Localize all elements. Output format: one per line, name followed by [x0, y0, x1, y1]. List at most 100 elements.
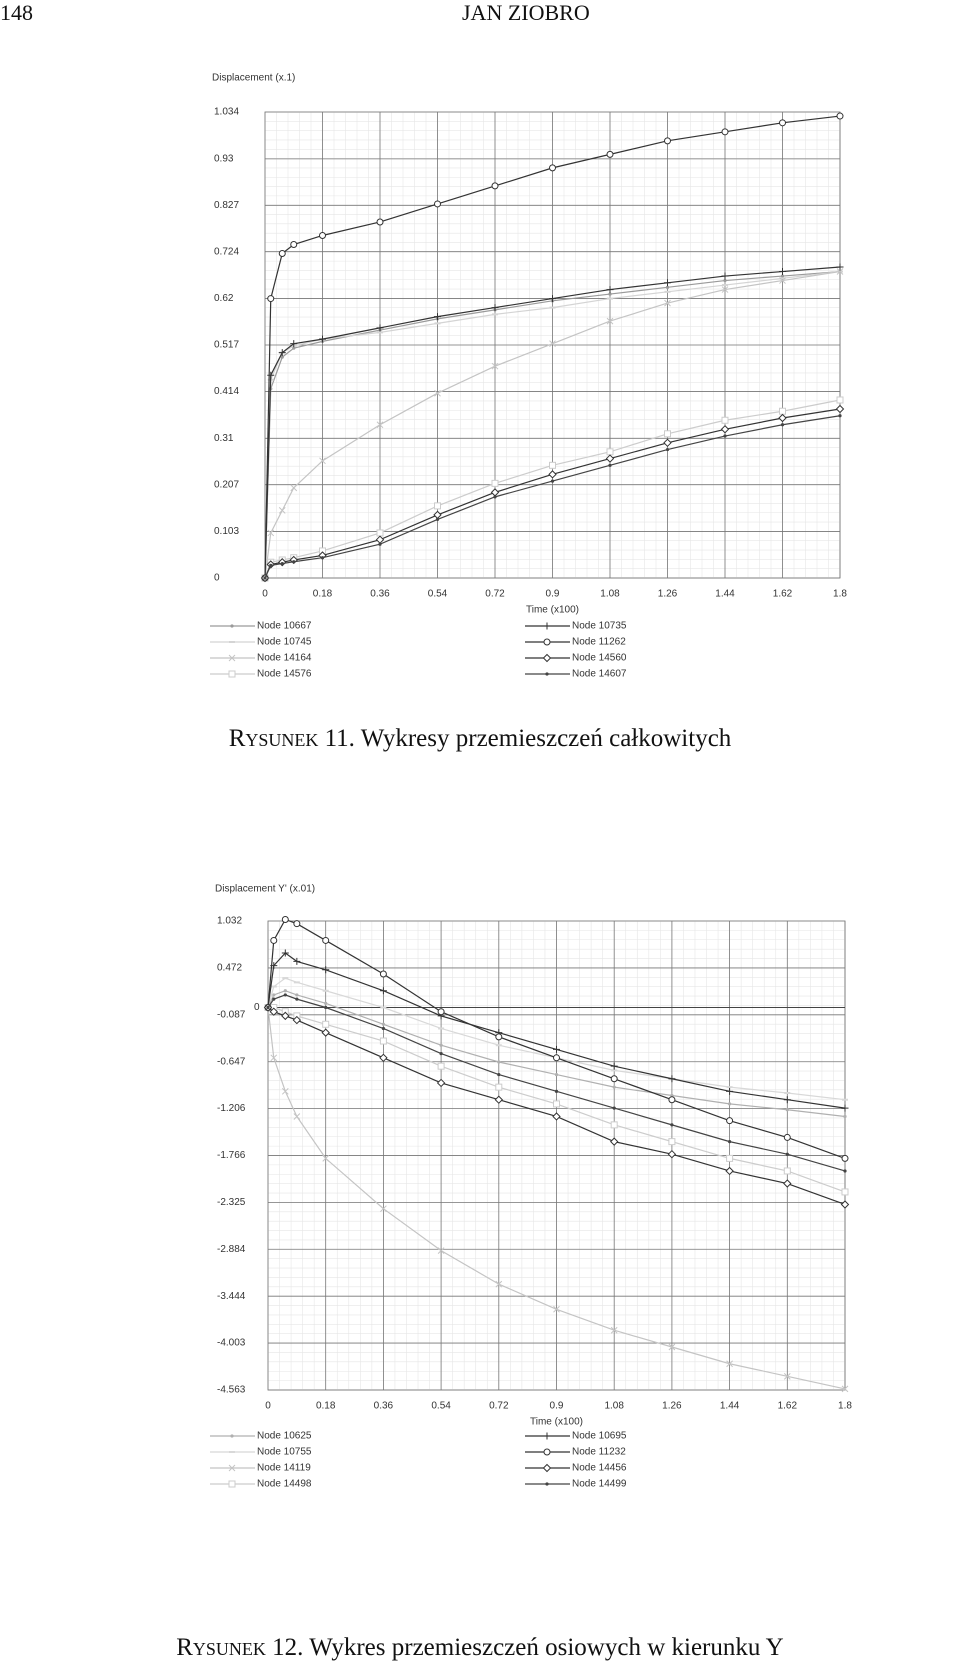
y-tick-label: 0.724 [214, 246, 239, 257]
x-tick-label: 0.72 [489, 1401, 509, 1412]
x-tick-label: 1.62 [778, 1401, 798, 1412]
marker [667, 1149, 677, 1159]
x-tick-label: 1.26 [662, 1401, 682, 1412]
origin-label: 0 [254, 1002, 260, 1013]
marker [723, 434, 727, 438]
marker [290, 484, 298, 492]
marker [663, 438, 672, 448]
y-axis-label: Displacement (x.1) [212, 73, 295, 84]
marker [664, 299, 671, 307]
marker [840, 1200, 850, 1209]
marker [380, 1205, 387, 1213]
legend-label: Node 10667 [257, 621, 312, 632]
y-tick-label: 1.034 [214, 107, 239, 118]
marker [281, 915, 289, 923]
x-tick-label: 0.9 [550, 1401, 564, 1412]
marker [267, 529, 275, 537]
marker [293, 957, 301, 965]
caption-text: Wykresy przemieszczeń całkowitych [360, 725, 732, 752]
marker [728, 1102, 732, 1106]
y-tick-label: 1.032 [217, 916, 242, 927]
marker [272, 993, 276, 997]
running-title: JAN ZIOBRO [462, 0, 590, 25]
legend-label: Node 10625 [257, 1431, 312, 1442]
marker [376, 421, 384, 429]
marker [668, 1075, 676, 1083]
marker [322, 1155, 330, 1162]
marker [783, 1372, 791, 1380]
marker [606, 150, 614, 158]
marker [779, 277, 786, 284]
marker [553, 1305, 560, 1313]
marker [376, 324, 384, 332]
marker [379, 1053, 388, 1063]
marker [322, 966, 330, 974]
caption: Rysunek 12. Wykres przemieszczeń osiowyc… [0, 1634, 960, 1662]
legend-marker [228, 670, 236, 678]
marker [779, 268, 786, 276]
series-line [267, 990, 846, 1118]
marker [278, 507, 286, 514]
y-tick-label: 0.414 [214, 386, 239, 397]
marker [836, 268, 844, 275]
marker [495, 1033, 503, 1041]
marker [550, 479, 555, 483]
legend-marker [543, 1448, 551, 1456]
marker [610, 1326, 618, 1334]
legend-marker [230, 1434, 234, 1438]
marker [493, 495, 497, 499]
y-tick-label: -4.563 [217, 1385, 246, 1396]
marker [295, 997, 299, 1001]
legend-label: Node 10745 [257, 637, 312, 648]
marker [281, 949, 289, 957]
legend-label: Node 14499 [572, 1479, 627, 1490]
marker [322, 1020, 330, 1028]
series-line [267, 994, 846, 1172]
legend-label: Node 14560 [572, 653, 627, 664]
caption-label: Rysunek 11. [228, 725, 355, 752]
marker [553, 1045, 560, 1053]
marker [665, 285, 670, 289]
legend-label: Node 14164 [257, 653, 312, 664]
marker [319, 335, 326, 343]
marker [378, 542, 382, 546]
marker [841, 1385, 849, 1393]
legend-label: Node 14607 [572, 669, 627, 680]
legend-marker [543, 1432, 551, 1440]
marker [726, 1117, 734, 1125]
series-line [264, 270, 841, 579]
marker [606, 317, 614, 325]
marker [376, 218, 384, 226]
marker [783, 1167, 791, 1175]
legend-label: Node 14576 [257, 669, 312, 680]
marker [434, 502, 441, 510]
legend-marker [543, 622, 551, 630]
marker [721, 128, 729, 136]
marker [783, 1133, 791, 1141]
y-tick-label: 0.827 [214, 200, 239, 211]
marker [608, 292, 612, 296]
legend-marker [542, 653, 552, 663]
marker [665, 447, 670, 452]
marker [668, 1138, 676, 1146]
marker [437, 1247, 445, 1254]
marker [280, 561, 284, 566]
marker [610, 1075, 618, 1083]
legend-marker [545, 672, 549, 676]
legend-marker [228, 1464, 236, 1472]
x-tick-label: 0.9 [546, 589, 560, 600]
x-tick-label: 0.72 [485, 589, 505, 600]
marker [497, 1072, 501, 1077]
marker [785, 1108, 789, 1112]
marker [280, 355, 284, 359]
y-tick-label: 0.517 [214, 340, 239, 351]
y-tick-label: 0.62 [214, 293, 234, 304]
marker [778, 413, 787, 423]
marker [292, 560, 296, 564]
marker [435, 517, 440, 522]
marker [841, 1104, 849, 1112]
page-number: 148 [0, 0, 33, 25]
marker [609, 1137, 619, 1146]
marker [292, 1015, 302, 1025]
